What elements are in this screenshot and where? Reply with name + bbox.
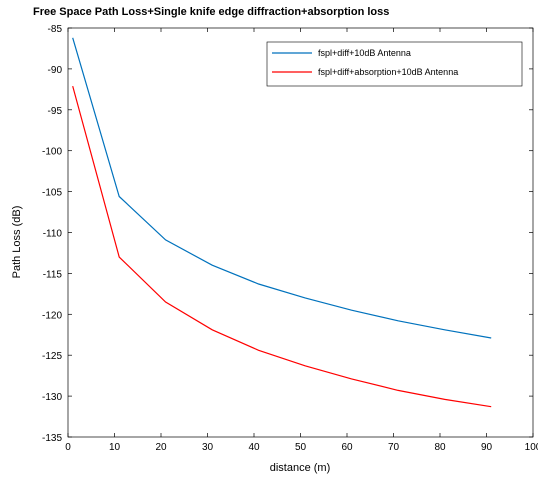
legend-label-series-2: fspl+diff+absorption+10dB Antenna	[318, 67, 458, 77]
legend-label-series-1: fspl+diff+10dB Antenna	[318, 48, 411, 58]
x-tick-label: 90	[481, 442, 493, 453]
x-tick-label: 30	[202, 442, 214, 453]
legend-box	[266, 41, 523, 87]
y-tick-label: -135	[42, 433, 62, 444]
series-line-1	[72, 37, 492, 339]
series-line-2	[72, 85, 492, 408]
x-tick-label: 70	[388, 442, 400, 453]
x-axis-label: distance (m)	[270, 462, 331, 474]
y-tick-label: -90	[48, 65, 63, 76]
legend: fspl+diff+10dB Antenna fspl+diff+absorpt…	[266, 41, 523, 87]
y-tick-label: -115	[43, 269, 63, 280]
y-tick-label: -100	[42, 147, 62, 158]
plot-area	[67, 27, 534, 438]
chart-title: Free Space Path Loss+Single knife edge d…	[33, 6, 389, 18]
x-tick-label: 60	[341, 442, 353, 453]
x-tick-label: 10	[109, 442, 121, 453]
x-tick-label: 50	[295, 442, 307, 453]
y-tick-label: -95	[48, 106, 63, 117]
x-tick-label: 40	[248, 442, 260, 453]
y-tick-label: -110	[43, 229, 63, 240]
y-tick-label: -85	[48, 24, 63, 35]
y-tick-label: -130	[42, 392, 62, 403]
x-tick-label: 80	[434, 442, 446, 453]
x-tick-label: 20	[155, 442, 167, 453]
x-tick-label: 0	[65, 442, 71, 453]
y-tick-label: -105	[42, 188, 62, 199]
y-axis-label: Path Loss (dB)	[11, 206, 23, 279]
x-tick-label: 100	[525, 442, 538, 453]
y-tick-label: -125	[42, 351, 62, 362]
y-tick-label: -120	[42, 310, 62, 321]
